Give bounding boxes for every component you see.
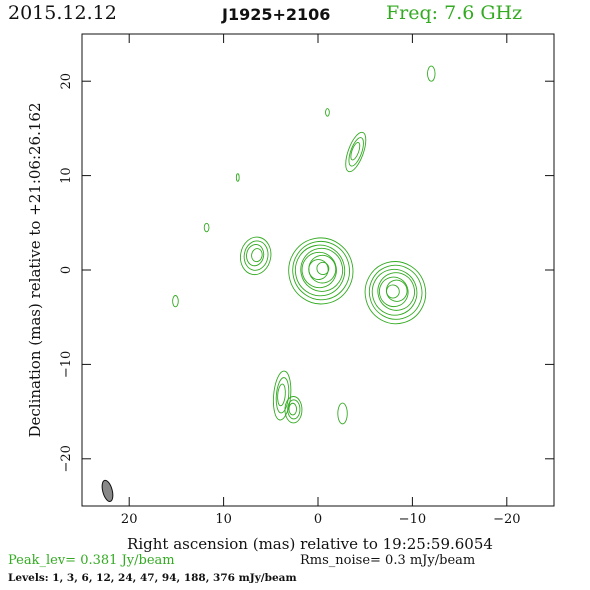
contour-level — [251, 248, 263, 263]
peak-level: Peak_lev= 0.381 Jy/beam — [8, 553, 175, 568]
contour-level — [203, 222, 210, 233]
contour-component-blob-5 — [172, 295, 179, 308]
y-tick-label: 10 — [59, 167, 74, 184]
contour-level — [337, 402, 348, 425]
y-tick-label: 0 — [59, 266, 74, 274]
contour-level — [308, 259, 329, 280]
contour-component-east-knot — [364, 261, 427, 325]
beam — [101, 479, 114, 502]
rms-value: 0.3 mJy/beam — [385, 553, 476, 568]
contour-level — [300, 247, 344, 292]
rms-noise: Rms_noise= 0.3 mJy/beam — [300, 553, 475, 568]
source-name: J1925+2106 — [222, 5, 331, 24]
contour-level — [243, 240, 269, 271]
contour-level — [288, 402, 297, 416]
contour-level — [235, 173, 240, 182]
frequency-prefix: Freq: — [386, 2, 439, 24]
levels-values: 1, 3, 6, 12, 24, 47, 94, 188, 376 mJy/be… — [52, 572, 297, 584]
x-tick-label: −10 — [399, 512, 426, 527]
x-tick-label: −20 — [493, 512, 520, 527]
observation-date: 2015.12.12 — [8, 2, 117, 24]
contour-level — [325, 108, 330, 117]
contour-level — [316, 261, 330, 276]
contour-component-blob-1 — [427, 65, 436, 82]
contour-level — [378, 276, 409, 308]
contour-level — [272, 370, 292, 421]
x-tick-label: 10 — [215, 512, 232, 527]
contour-level — [292, 240, 350, 301]
contour-level — [348, 137, 364, 167]
contour-level — [288, 237, 354, 305]
peak-label: Peak_lev= — [8, 553, 77, 568]
y-tick-label: −20 — [59, 445, 74, 472]
frequency-value: 7.6 GHz — [444, 2, 523, 24]
contour-level — [371, 268, 418, 316]
contour-level — [240, 236, 272, 276]
contour-component-core — [288, 237, 354, 305]
plot-frame — [81, 33, 555, 507]
contour-map — [172, 65, 436, 425]
contour-component-north-east-knot — [345, 131, 367, 173]
contour-level — [294, 244, 346, 297]
contour-level — [427, 65, 436, 82]
beam-ellipse — [101, 479, 114, 502]
levels-label: Levels: — [8, 572, 49, 584]
rms-label: Rms_noise= — [300, 553, 381, 568]
x-tick-label: 0 — [314, 512, 322, 527]
contour-level — [301, 251, 337, 289]
contour-levels: Levels: 1, 3, 6, 12, 24, 47, 94, 188, 37… — [8, 572, 297, 584]
contour-component-blob-3 — [235, 173, 240, 182]
contour-level — [284, 396, 303, 424]
contour-component-south-knot-a — [272, 370, 292, 421]
contour-level — [275, 377, 290, 414]
contour-level — [277, 383, 286, 407]
contour-level — [246, 244, 265, 267]
contour-level — [377, 272, 415, 311]
y-tick-label: 20 — [59, 73, 74, 90]
contour-component-south-knot-b — [284, 396, 303, 424]
frequency-label: Freq: 7.6 GHz — [386, 2, 522, 24]
x-tick-label: 20 — [121, 512, 138, 527]
contour-level — [364, 261, 427, 325]
contour-component-blob-4 — [203, 222, 210, 233]
y-axis-label: Declination (mas) relative to +21:06:26.… — [26, 102, 44, 437]
contour-level — [350, 141, 361, 161]
contour-level — [172, 295, 179, 308]
peak-value: 0.381 Jy/beam — [80, 553, 175, 568]
contour-level — [345, 131, 367, 173]
contour-component-west-knot — [240, 236, 272, 276]
contour-component-south-knot-c — [337, 402, 348, 425]
y-tick-label: −10 — [59, 351, 74, 378]
axes: 20 10 0 −10 −20 20 10 0 −10 −20 — [59, 33, 555, 527]
contour-component-blob-2 — [325, 108, 330, 117]
contour-level — [386, 284, 400, 299]
contour-level — [287, 399, 301, 420]
contour-level — [368, 264, 423, 320]
x-axis-label: Right ascension (mas) relative to 19:25:… — [127, 535, 493, 553]
